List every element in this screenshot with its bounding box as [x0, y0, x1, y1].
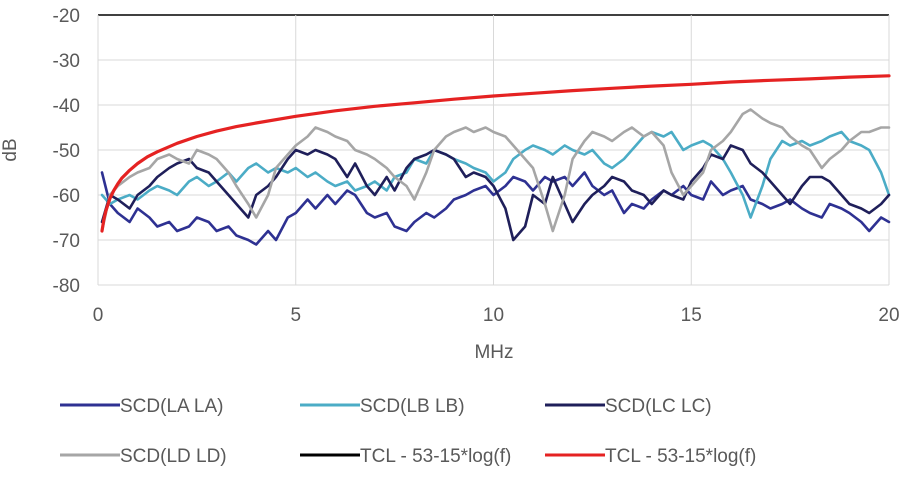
y-axis-label: dB [0, 138, 21, 161]
x-tick-label: 20 [878, 305, 899, 326]
series-line-scd-lb-lb [100, 130, 891, 219]
y-tick-label: -50 [53, 141, 80, 162]
series-line-tcl-53-15-log-f-red [100, 74, 891, 233]
x-tick-label: 15 [681, 305, 702, 326]
series-line-scd-lc-lc [100, 144, 891, 242]
y-tick-label: -40 [53, 96, 80, 117]
gridlines [97, 14, 890, 286]
y-tick-label: -80 [53, 276, 80, 297]
legend-label: SCD(LB LB) [360, 396, 465, 417]
x-tick-label: 5 [290, 305, 301, 326]
series-lines [100, 74, 891, 246]
y-tick-label: -20 [53, 6, 80, 27]
legend-label: SCD(LC LC) [605, 396, 712, 417]
series-line-scd-la-la [100, 171, 891, 246]
x-tick-label: 0 [93, 305, 104, 326]
legend: SCD(LA LA) SCD(LB LB) SCD(LC LC) SCD(LD LD)… [60, 396, 756, 467]
axis-ticks: -80 -70 -60 -50 -40 -30 -20 0 5 10 15 20 [53, 6, 900, 326]
legend-label: TCL - 53-15*log(f) [360, 446, 511, 467]
legend-label: TCL - 53-15*log(f) [605, 446, 756, 467]
legend-label: SCD(LD LD) [120, 446, 227, 467]
y-tick-label: -60 [53, 186, 80, 207]
x-tick-label: 10 [483, 305, 504, 326]
y-tick-label: -70 [53, 231, 80, 252]
legend-label: SCD(LA LA) [120, 396, 223, 417]
y-tick-label: -30 [53, 51, 80, 72]
series-line-scd-ld-ld [100, 108, 891, 233]
x-axis-label: MHz [474, 342, 513, 363]
